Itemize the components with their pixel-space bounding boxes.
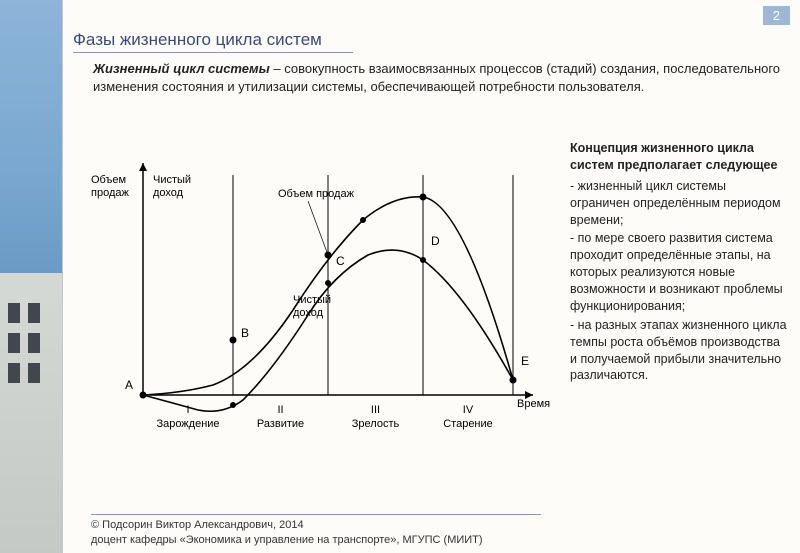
y-label-1: Объем [91,174,126,186]
y-axis-arrow [139,163,147,171]
chart-dot [360,217,366,223]
phase-labels: I Зарождение II Развитие III Зрелость IV Старен… [156,404,492,430]
phase-num: I [186,404,189,416]
y-label-4: доход [153,187,184,199]
background-photo-strip [0,0,62,553]
chart-point-label-B: B [241,326,249,340]
footer: © Подсорин Виктор Александрович, 2014 до… [91,514,541,547]
chart-svg: A B C D E Объем продаж Чистый доход Объем пр… [83,145,553,455]
definition-term: Жизненный цикл системы [93,61,270,76]
footer-line-2: доцент кафедры «Экономика и управление н… [91,533,541,547]
chart-point-D [420,194,427,201]
right-column: Концепция жизненного цикла систем предпо… [570,140,788,386]
footer-line-1: © Подсорин Виктор Александрович, 2014 [91,518,541,532]
lifecycle-chart: A B C D E Объем продаж Чистый доход Объем пр… [83,145,553,455]
right-column-point: - жизненный цикл системы ограничен опред… [570,178,788,229]
chart-point-label-D: D [431,234,440,248]
slide-body: 2 Фазы жизненного цикла систем Жизненный… [62,0,800,553]
chart-dot [420,257,426,263]
page-number-badge: 2 [763,6,790,25]
background-building [0,273,62,553]
chart-point-B [230,337,237,344]
chart-dot [230,402,236,408]
phase-name: Развитие [257,418,304,430]
phase-num: III [371,404,380,416]
phase-name: Старение [443,418,493,430]
chart-dot [325,280,331,286]
slide-title: Фазы жизненного цикла систем [73,30,353,53]
phase-name: Зарождение [156,418,219,430]
sales-curve-label: Объем продаж [278,188,355,200]
chart-point-label-C: C [336,254,345,268]
chart-point-label-A: A [125,378,133,392]
phase-name: Зрелость [352,418,400,430]
phase-num: II [277,404,283,416]
x-axis-label: Время [517,398,550,410]
right-column-point: - на разных этапах жизненного цикла темп… [570,317,788,385]
right-column-point: - по мере своего развития система проход… [570,230,788,314]
phase-num: IV [463,404,474,416]
y-label-2: продаж [91,187,129,199]
y-label-3: Чистый [153,174,191,186]
income-curve-label-2: доход [293,307,324,319]
income-curve-label-1: Чистый [293,294,331,306]
right-column-lead: Концепция жизненного цикла систем предпо… [570,140,788,174]
definition-paragraph: Жизненный цикл системы – совокупность вз… [93,60,790,95]
sales-label-leader [308,201,328,255]
chart-point-E [510,377,517,384]
chart-point-label-E: E [521,354,529,368]
chart-point-A [140,392,147,399]
